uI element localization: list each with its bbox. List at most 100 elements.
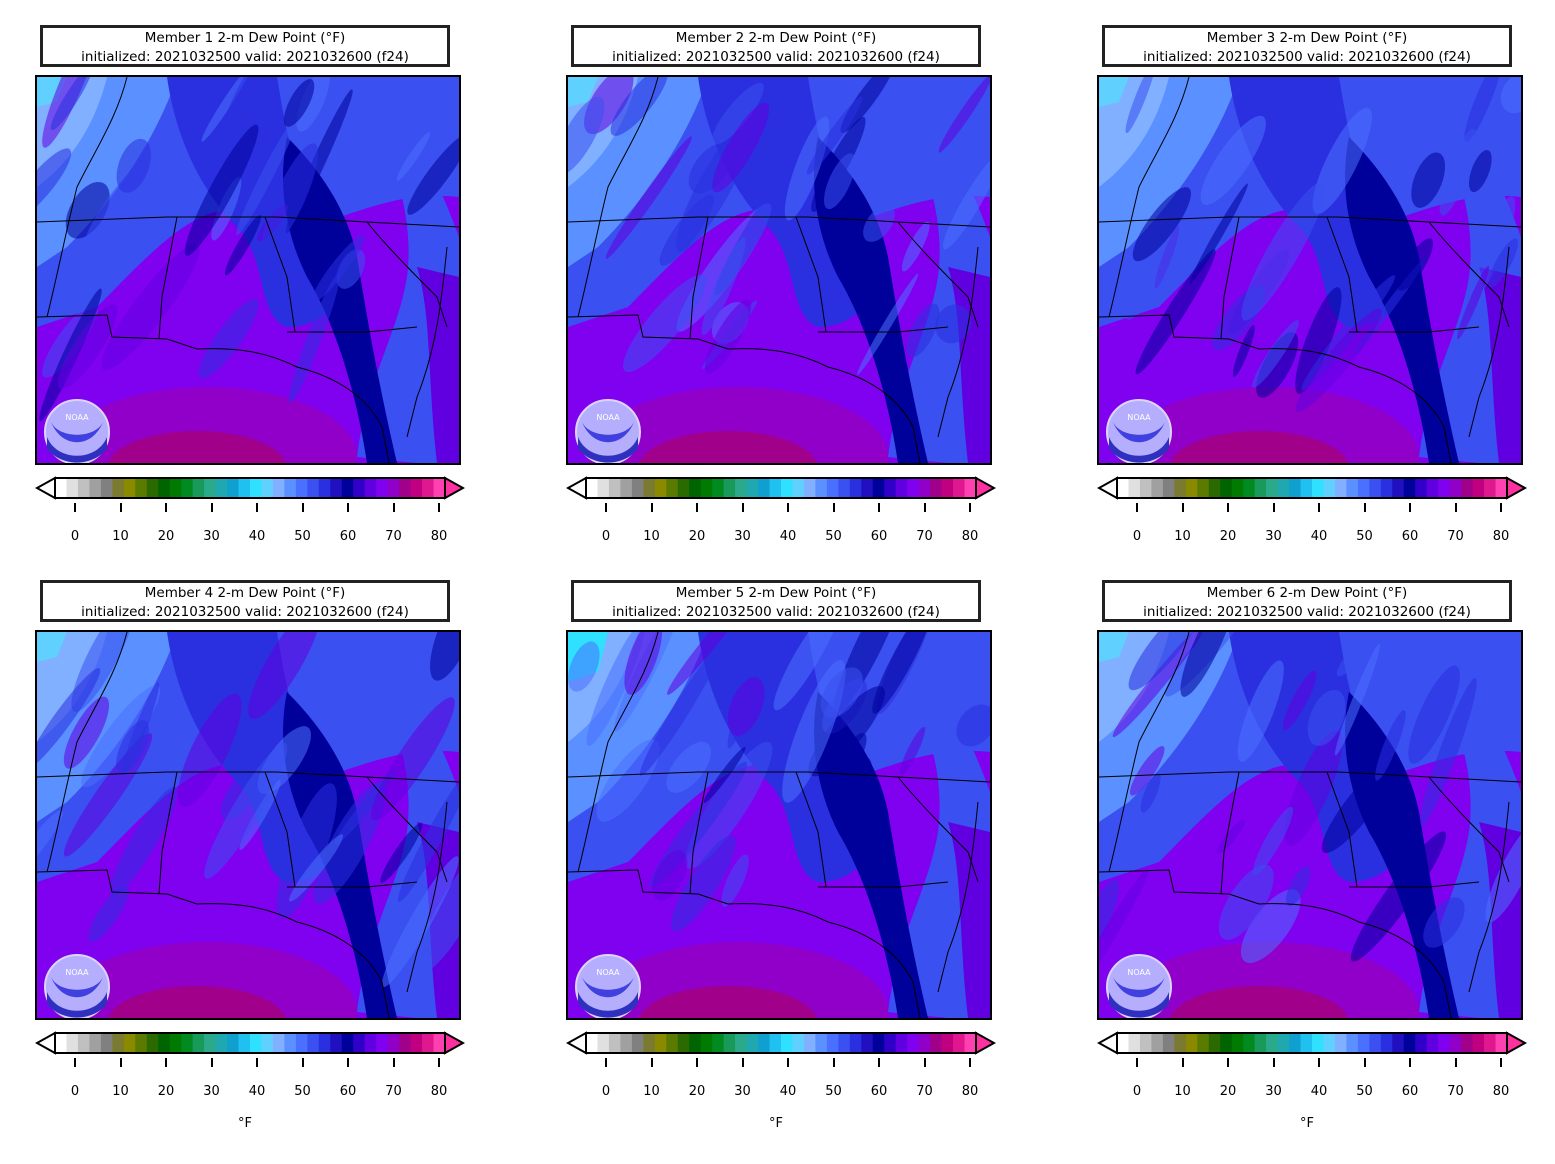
dewpoint-streak [1336,636,1370,677]
colorbar-swatch [586,1033,599,1053]
colorbar-tick-label: 50 [294,1084,311,1099]
atlantic-coastline [406,801,448,993]
colorbar-tick-label: 60 [339,529,357,544]
logo-text: NOAA [1127,413,1151,422]
dewpoint-streak [122,682,160,775]
colorbar-under-arrow [1097,476,1118,500]
colorbar-swatch [861,1033,874,1053]
colorbar-tick-mark [878,1058,880,1067]
colorbar-over-arrow [444,476,465,500]
dewpoint-streak [935,304,972,344]
logo-circle [44,954,110,1018]
colorbar-under-arrow [1097,1031,1118,1055]
colorbar-tick-mark [119,503,122,512]
colorbar-swatch [746,1033,759,1053]
state-border-fl [1349,326,1480,333]
dewpoint-field-60 [167,632,345,882]
colorbar-swatch [586,478,599,498]
colorbar-tick-label: 0 [1132,1084,1142,1099]
title-line-1: Member 2 2-m Dew Point (°F) [675,30,877,46]
dewpoint-streak [1295,287,1342,395]
dewpoint-streak [380,822,423,883]
colorbar-swatch [250,478,263,498]
title-line-2: initialized: 2021032500 valid: 202103260… [612,604,940,620]
colorbar-swatch [399,1033,412,1053]
colorbar-swatch [1334,478,1348,498]
colorbar-swatch [66,478,79,498]
colorbar-swatch [169,1033,182,1053]
colorbar-swatch [1289,1033,1302,1053]
colorbar-swatch [387,1033,400,1053]
colorbar-tick-mark [1500,503,1502,512]
member-panel: Member 2 2-m Dew Point (°F) initialized:… [566,0,1006,570]
dewpoint-streak [239,779,281,851]
colorbar-tick-label: 30 [203,1084,220,1099]
colorbar-tick-label: 40 [779,1084,797,1099]
colorbar-tick-label: 0 [1132,529,1142,544]
colorbar-swatch [146,1033,159,1053]
state-border-ga-sc [1428,221,1510,328]
colorbar-swatch [1151,478,1164,498]
state-border-north [568,216,990,228]
colorbar-swatch [215,1033,228,1053]
mississippi-river [46,77,128,318]
dewpoint-streak [1411,152,1446,208]
logo-text: NOAA [65,413,89,422]
dewpoint-streak [371,697,455,821]
dewpoint-streak [857,273,919,375]
colorbar-swatch [803,1033,817,1053]
colorbar-tick-label: 40 [248,1084,266,1099]
colorbar-tick-mark [969,503,971,512]
colorbar-swatch [261,1033,274,1053]
colorbar-swatch [792,478,805,498]
dewpoint-streak [1439,128,1477,216]
dewpoint-streak [1286,866,1311,906]
state-border-al-ga [795,771,827,888]
dewpoint-streak [1125,77,1156,134]
colorbar-swatch [1300,478,1313,498]
colorbar-swatch [1461,1033,1474,1053]
dewpoint-streak [312,235,365,303]
colorbar-swatch [826,1033,839,1053]
dewpoint-streak [430,632,459,681]
colorbar-swatch [769,1033,782,1053]
colorbar-tick-label: 10 [1174,529,1191,544]
dewpoint-streak [224,215,262,276]
colorbar-swatch [169,478,182,498]
colorbar-swatch [815,1033,828,1053]
logo-circle [44,399,110,463]
colorbar-swatch [1197,1033,1210,1053]
colorbar-swatch [123,478,136,498]
colorbar-swatch [146,478,159,498]
colorbar-tick-label: 20 [157,1084,175,1099]
colorbar-swatch [1369,1033,1382,1053]
colorbar-swatch [1392,478,1405,498]
atlantic-coastline [1468,801,1510,993]
title-line-1: Member 1 2-m Dew Point (°F) [144,30,346,46]
colorbar-tick-mark [787,1058,789,1067]
colorbar-swatch [158,1033,171,1053]
colorbar-swatch [307,478,320,498]
colorbar-ticks: 0 10 20 30 40 50 60 70 80 [1097,1058,1527,1099]
dewpoint-streak [283,79,315,127]
atlantic-coastline [937,246,979,438]
dewpoint-streak [37,148,72,222]
colorbar-swatch [66,1033,79,1053]
colorbar-swatch [1243,1033,1256,1053]
dewpoint-streak [1129,746,1165,796]
dewpoint-streak [701,237,746,336]
colorbar-swatch [77,478,91,498]
state-border-ms-al [689,771,709,895]
colorbar-swatch [1185,478,1198,498]
dewpoint-streak [712,102,770,193]
colorbar-ticks: 0 10 20 30 40 50 60 70 80 [566,1058,996,1099]
colorbar-swatch [815,478,828,498]
logo-text: NOAA [596,968,620,977]
colorbar-swatch [872,1033,885,1053]
colorbar-tick-mark [605,503,607,512]
colorbar-swatch [1128,1033,1141,1053]
colorbar-tick-label: 40 [248,529,266,544]
dewpoint-streak [1464,77,1502,143]
colorbar-tick-label: 70 [385,529,402,544]
colorbar-swatch [1139,1033,1153,1053]
